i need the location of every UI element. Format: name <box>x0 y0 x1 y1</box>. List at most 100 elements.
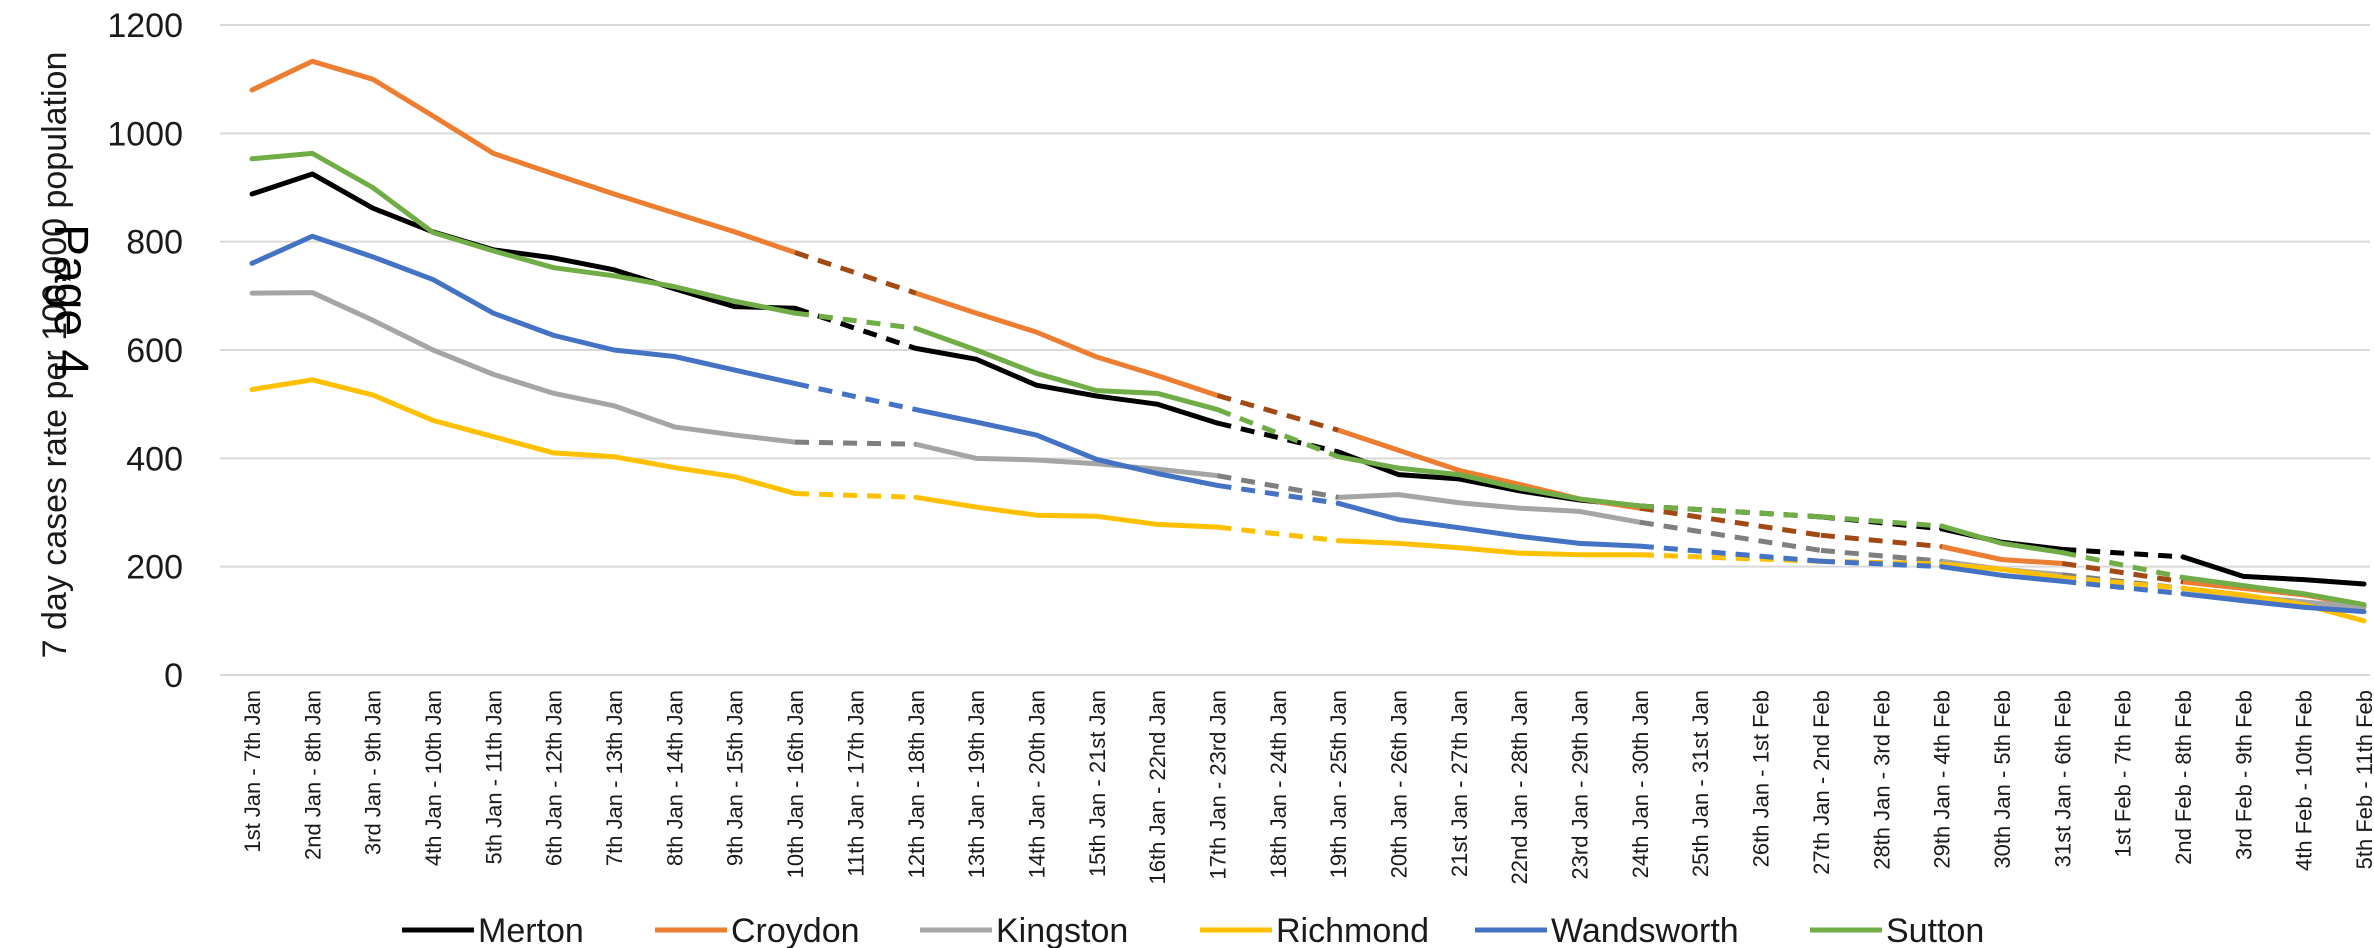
series-croydon <box>249 58 2367 609</box>
series-dashed-wandsworth <box>794 381 917 413</box>
series-line-merton <box>2180 554 2367 587</box>
series-dashed-richmond <box>2062 575 2184 591</box>
series-dashed-wandsworth <box>1217 482 1339 506</box>
series-sutton <box>249 150 2367 608</box>
series-line-kingston <box>249 290 798 445</box>
series-merton <box>249 171 2367 587</box>
series-line-croydon <box>913 290 1220 398</box>
series-dashed-sutton <box>2061 550 2184 580</box>
series-line-wandsworth <box>1335 500 1643 549</box>
series-dashed-wandsworth <box>2062 578 2184 597</box>
legend-label-richmond: Richmond <box>1276 912 1429 948</box>
y-axis-label: 7 day cases rate per 100,000 population <box>36 52 74 659</box>
series-dashed-kingston <box>1217 473 1339 500</box>
series-line-richmond <box>913 494 1220 530</box>
series-lines <box>249 58 2367 624</box>
series-dashed-croydon <box>1820 532 1942 550</box>
x-tick-label: 18th Jan - 24th Jan <box>1266 690 1291 878</box>
x-tick-label: 9th Jan - 15th Jan <box>723 690 748 866</box>
series-line-wandsworth <box>913 407 1220 488</box>
y-tick-label: 0 <box>164 657 183 695</box>
x-tick-label: 2nd Feb - 8th Feb <box>2171 690 2196 865</box>
series-dashed-richmond <box>795 491 916 500</box>
series-dashed-wandsworth <box>1639 543 1822 564</box>
legend-label-wandsworth: Wandsworth <box>1551 912 1739 948</box>
series-richmond <box>249 377 2367 624</box>
x-tick-label: 27th Jan - 2nd Feb <box>1809 690 1834 875</box>
x-tick-label: 29th Jan - 4th Feb <box>1930 690 1955 869</box>
series-line-sutton <box>1335 454 1643 509</box>
x-tick-label: 6th Jan - 12th Jan <box>542 690 567 866</box>
x-tick-label: 23rd Jan - 29th Jan <box>1568 690 1593 880</box>
series-dashed-richmond <box>1217 524 1339 544</box>
x-tick-label: 2nd Jan - 8th Jan <box>300 690 325 860</box>
series-line-richmond <box>249 377 798 497</box>
x-tick-label: 12th Jan - 18th Jan <box>904 690 929 878</box>
series-line-merton <box>913 345 1220 426</box>
series-line-sutton <box>2180 575 2367 608</box>
series-dashed-sutton <box>1216 407 1340 460</box>
x-tick-label: 1st Jan - 7th Jan <box>240 690 265 853</box>
series-line-sutton <box>913 325 1220 413</box>
y-tick-label: 1000 <box>107 115 183 153</box>
series-dashed-croydon <box>1639 505 1822 538</box>
series-line-richmond <box>2180 585 2367 624</box>
series-dashed-croydon <box>1216 393 1339 433</box>
series-line-merton <box>249 171 798 311</box>
series-dashed-sutton <box>1639 503 1822 520</box>
x-tick-label: 30th Jan - 5th Feb <box>1990 690 2015 869</box>
gridlines <box>220 24 2370 676</box>
x-tick-label: 4th Feb - 10th Feb <box>2292 690 2317 871</box>
y-axis-ticks: 0 200 400 600 800 1000 1200 <box>107 7 183 695</box>
x-tick-label: 5th Jan - 11th Jan <box>481 690 506 865</box>
series-dashed-croydon <box>794 250 917 296</box>
series-line-richmond <box>1335 538 1643 558</box>
x-tick-label: 4th Jan - 10th Jan <box>421 690 446 866</box>
x-tick-label: 22nd Jan - 28th Jan <box>1507 690 1532 884</box>
x-tick-label: 10th Jan - 16th Jan <box>783 690 808 878</box>
x-tick-label: 19th Jan - 25th Jan <box>1326 690 1351 878</box>
y-tick-label: 400 <box>126 440 183 478</box>
x-tick-label: 13th Jan - 19th Jan <box>964 690 989 878</box>
legend-label-croydon: Croydon <box>731 912 860 948</box>
series-line-sutton <box>249 150 798 316</box>
x-tick-label: 14th Jan - 20th Jan <box>1024 690 1049 878</box>
series-dashed-sutton <box>794 310 917 331</box>
series-line-wandsworth <box>249 233 798 387</box>
series-line-croydon <box>249 58 798 255</box>
x-tick-label: 1st Feb - 7th Feb <box>2111 690 2136 858</box>
series-dashed-merton <box>2062 546 2184 560</box>
x-tick-label: 20th Jan - 26th Jan <box>1387 690 1412 878</box>
series-dashed-kingston <box>795 439 916 447</box>
x-tick-label: 26th Jan - 1st Feb <box>1749 690 1774 867</box>
legend-label-kingston: Kingston <box>996 912 1128 948</box>
legend-label-sutton: Sutton <box>1886 912 1984 948</box>
y-tick-label: 800 <box>126 224 183 262</box>
x-axis-ticks: 1st Jan - 7th Jan 2nd Jan - 8th Jan 3rd Ja… <box>240 690 2374 884</box>
legend: Merton Croydon Kingston Richmond Wandsworth S… <box>402 912 1984 948</box>
series-line-kingston <box>1335 492 1643 525</box>
series-dashed-wandsworth <box>1820 558 1942 570</box>
y-tick-label: 600 <box>126 332 183 370</box>
x-tick-label: 3rd Feb - 9th Feb <box>2231 690 2256 860</box>
x-tick-label: 24th Jan - 30th Jan <box>1628 690 1653 878</box>
x-tick-label: 15th Jan - 21st Jan <box>1085 690 1110 877</box>
x-tick-label: 28th Jan - 3rd Feb <box>1869 690 1894 870</box>
x-tick-label: 7th Jan - 13th Jan <box>602 690 627 866</box>
series-dashed-kingston <box>1820 547 1942 564</box>
series-kingston <box>249 290 2367 610</box>
x-tick-label: 8th Jan - 14th Jan <box>662 690 687 866</box>
x-tick-label: 16th Jan - 22nd Jan <box>1145 690 1170 884</box>
x-tick-label: 17th Jan - 23rd Jan <box>1205 690 1230 880</box>
series-line-wandsworth <box>2180 591 2367 615</box>
x-tick-label: 31st Jan - 6th Feb <box>2050 690 2075 867</box>
y-tick-label: 1200 <box>107 7 183 45</box>
series-line-kingston <box>913 441 1220 479</box>
x-tick-label: 5th Feb - 11th Feb <box>2352 690 2374 869</box>
x-tick-label: 11th Jan - 17th Jan <box>843 690 868 877</box>
y-tick-label: 200 <box>126 549 183 587</box>
series-dashed-sutton <box>1820 514 1942 529</box>
series-dashed-croydon <box>2061 560 2184 585</box>
series-wandsworth <box>249 233 2367 615</box>
